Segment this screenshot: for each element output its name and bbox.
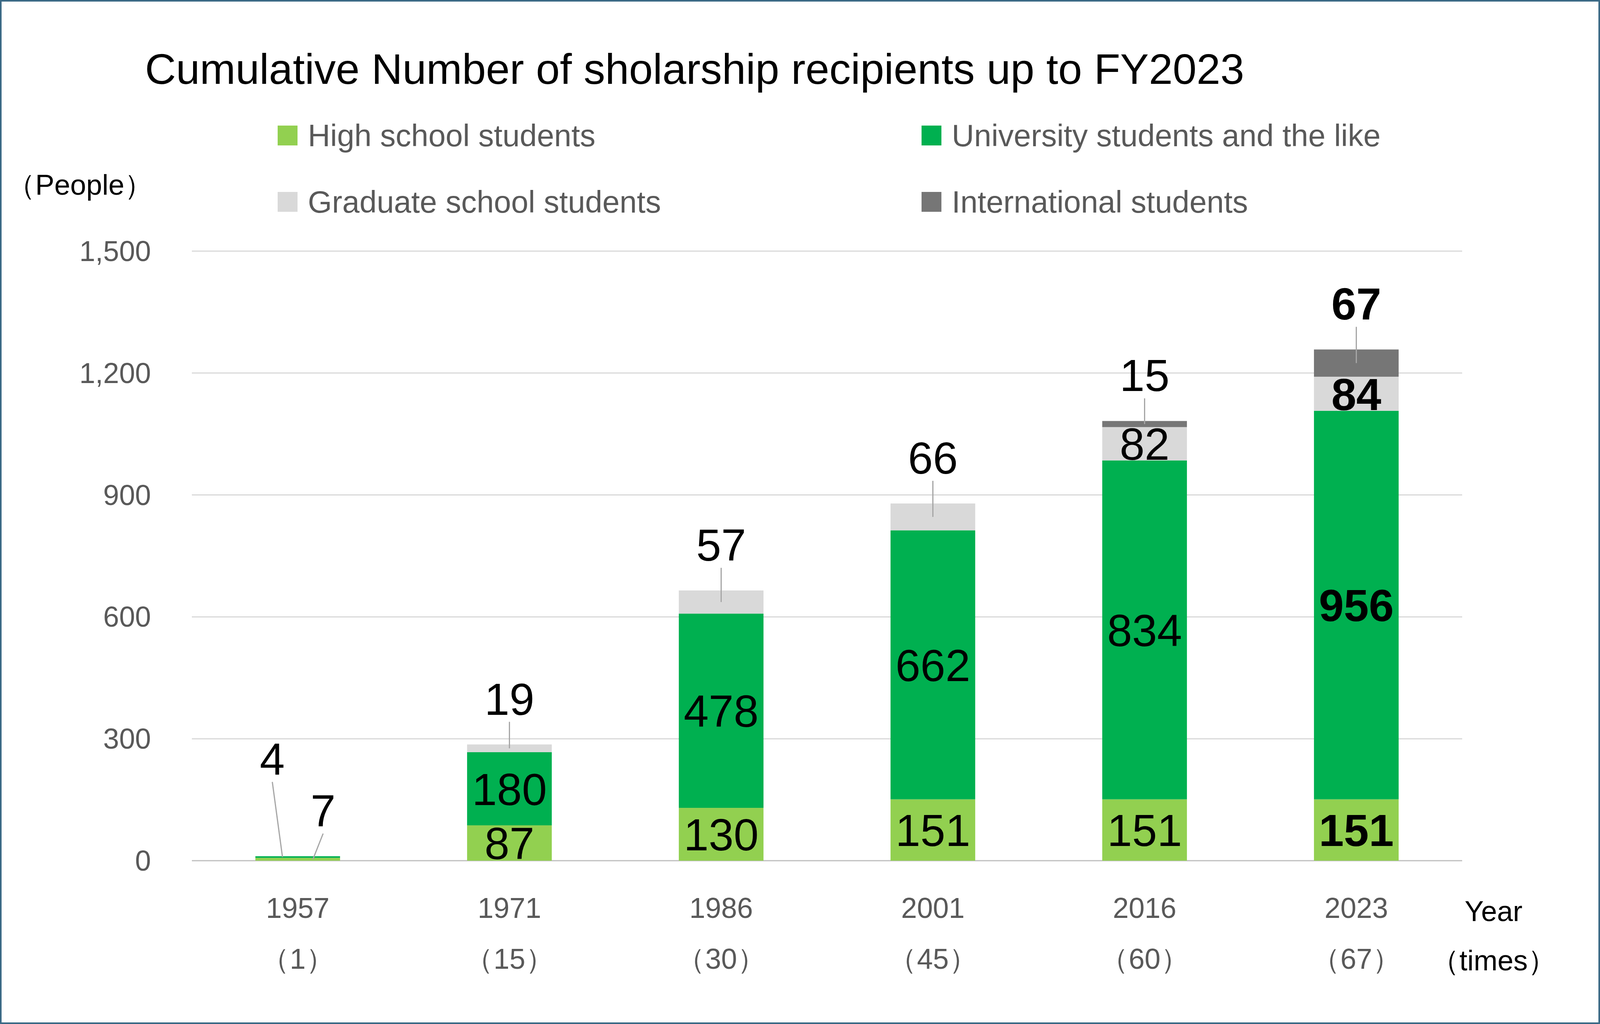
- leader-line: [272, 781, 283, 857]
- x-tick-line: 2016: [1112, 891, 1177, 924]
- x-tick-line: 1986: [689, 891, 753, 924]
- x-tick-label: 2001 （45）: [888, 891, 978, 975]
- data-label: 180: [471, 764, 547, 815]
- x-tick-label: 1971 （15）: [464, 891, 554, 975]
- x-tick-line: （1）: [260, 942, 335, 975]
- x-axis-label-line: （times）: [1430, 944, 1557, 976]
- bar-segment: [1314, 799, 1399, 861]
- x-tick-line: （45）: [888, 942, 978, 975]
- leader-line: [720, 567, 722, 602]
- grid-line: [191, 250, 1463, 252]
- x-tick-line: 1957: [265, 891, 330, 924]
- legend-swatch: [921, 125, 942, 146]
- x-tick-label: 1957 （1）: [260, 891, 335, 975]
- leader-line: [932, 480, 934, 517]
- data-label: 151: [1318, 805, 1394, 856]
- data-label: 84: [1331, 369, 1382, 420]
- data-label: 956: [1318, 580, 1394, 631]
- grid-line: [191, 859, 1463, 862]
- data-label: 67: [1331, 278, 1382, 329]
- data-label: 151: [895, 805, 971, 856]
- grid-line: [191, 494, 1463, 496]
- legend-entry: High school students: [277, 117, 596, 153]
- y-tick-label: 300: [103, 722, 151, 755]
- legend-entry: International students: [921, 184, 1249, 220]
- data-label: 15: [1119, 350, 1170, 401]
- bar-segment: [255, 857, 341, 861]
- bars: [255, 349, 1399, 861]
- x-tick-line: 2001: [900, 891, 965, 924]
- chart: Cumulative Number of sholarship recipien…: [0, 0, 1600, 1024]
- data-labels: 74 87180 19 130 478 57 151 662 66 151 834 82 15 151 95…: [259, 278, 1394, 869]
- data-label: 834: [1107, 605, 1183, 656]
- x-tick-line: （30）: [676, 942, 766, 975]
- y-tick-label: 1,500: [79, 235, 151, 267]
- y-tick-label: 0: [135, 844, 151, 877]
- legend-label: International students: [951, 184, 1249, 220]
- x-tick-label: 2016 （60）: [1099, 891, 1189, 975]
- y-tick-label: 900: [103, 479, 151, 511]
- data-label: 662: [895, 640, 971, 691]
- x-tick-line: 2023: [1324, 891, 1388, 924]
- data-label: 7: [310, 785, 336, 836]
- legend-swatch: [921, 191, 942, 212]
- bar-segment: [467, 751, 552, 826]
- bar-segment: [890, 799, 976, 861]
- bar-segment: [1314, 410, 1399, 800]
- x-tick-line: （60）: [1099, 942, 1189, 975]
- legend-entry: University students and the like: [921, 117, 1381, 153]
- y-axis-label: （People）: [6, 168, 153, 201]
- leader-line: [313, 833, 324, 860]
- bar-segment: [1102, 799, 1187, 861]
- x-tick-label: 1986 （30）: [676, 891, 766, 975]
- legend-swatch: [277, 125, 298, 146]
- legend-label: University students and the like: [951, 117, 1381, 153]
- data-label: 57: [696, 519, 747, 571]
- bar-segment: [678, 807, 764, 861]
- x-axis-label: Year （times）: [1430, 894, 1557, 976]
- data-label: 87: [484, 818, 535, 869]
- bar-segment: [890, 530, 976, 800]
- y-tick-label: 1,200: [79, 357, 151, 389]
- legend-entry: Graduate school students: [277, 184, 661, 220]
- title: Cumulative Number of sholarship recipien…: [144, 44, 1245, 93]
- legend-label: Graduate school students: [307, 184, 661, 220]
- bar-segment: [678, 613, 764, 808]
- data-label: 66: [908, 432, 959, 484]
- data-label: 19: [484, 674, 535, 725]
- data-label: 82: [1119, 419, 1170, 470]
- legend-swatch: [277, 191, 298, 212]
- grid-line: [191, 372, 1463, 374]
- bar-segment: [1102, 460, 1187, 800]
- grid-line: [191, 616, 1463, 618]
- data-label: 151: [1107, 805, 1183, 856]
- x-axis-label-line: Year: [1464, 894, 1523, 927]
- grid-line: [191, 738, 1463, 740]
- x-tick-line: （67）: [1311, 942, 1401, 975]
- data-label: 130: [683, 809, 759, 860]
- data-label: 4: [259, 734, 285, 785]
- bar-segment: [255, 856, 341, 858]
- x-tick-label: 2023 （67）: [1311, 891, 1401, 975]
- leader-line: [508, 721, 511, 749]
- legend-label: High school students: [307, 117, 596, 153]
- leader-line: [1143, 398, 1146, 424]
- x-tick-line: 1971: [477, 891, 542, 924]
- y-tick-label: 600: [103, 600, 151, 633]
- leader-line: [1355, 326, 1357, 363]
- x-tick-line: （15）: [464, 942, 554, 975]
- data-label: 478: [683, 685, 759, 737]
